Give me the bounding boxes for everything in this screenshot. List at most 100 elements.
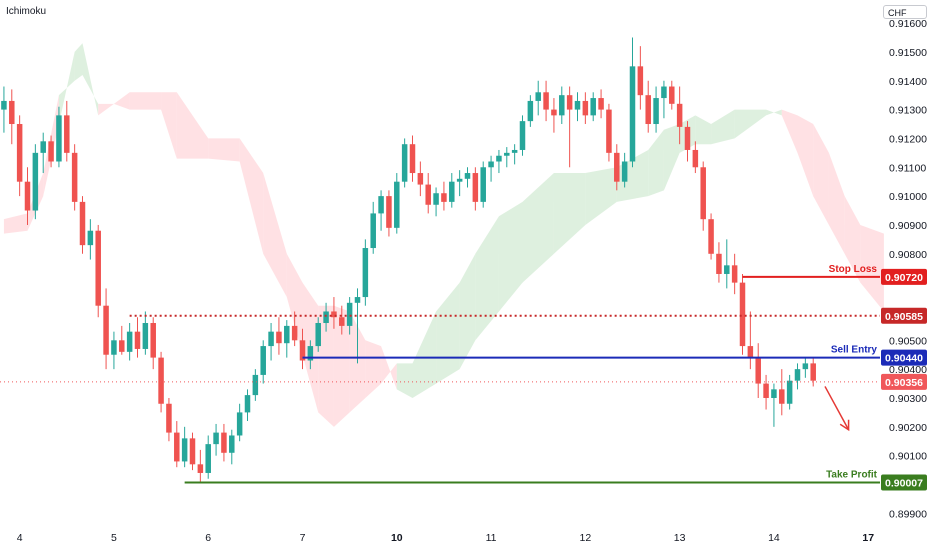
price-levels: Stop Loss 0.90720 0.90585 Sell Entry 0.90440… bbox=[0, 264, 927, 491]
candle-body bbox=[551, 109, 557, 116]
candle-body bbox=[197, 464, 204, 473]
y-tick-label: 0.91200 bbox=[889, 133, 927, 145]
indicator-legend[interactable]: Ichimoku bbox=[6, 6, 47, 17]
candle-body bbox=[205, 444, 211, 473]
candle-body bbox=[158, 357, 164, 404]
direction-arrow bbox=[824, 386, 850, 432]
candle-body bbox=[653, 98, 659, 125]
ichimoku-cloud bbox=[3, 43, 884, 427]
candle-body bbox=[229, 435, 235, 453]
candle-body bbox=[252, 374, 259, 396]
x-tick-label: 14 bbox=[768, 532, 780, 544]
cloud-segment bbox=[129, 92, 162, 110]
candle-body bbox=[16, 124, 23, 182]
y-tick-label: 0.90200 bbox=[889, 422, 927, 434]
level-badge-text-target: 0.90007 bbox=[885, 477, 923, 489]
candle-body bbox=[71, 152, 78, 202]
x-tick-label: 7 bbox=[300, 532, 306, 544]
candlesticks bbox=[1, 37, 816, 482]
candle-body bbox=[496, 155, 502, 162]
y-tick-label: 0.91300 bbox=[889, 105, 927, 117]
candle-body bbox=[87, 230, 94, 246]
candle-body bbox=[669, 86, 675, 104]
candle-body bbox=[1, 100, 7, 110]
level-badge-stop bbox=[881, 268, 927, 285]
candle-body bbox=[684, 126, 691, 150]
cloud-segment bbox=[734, 109, 767, 139]
candle-body bbox=[111, 340, 117, 355]
candle-body bbox=[574, 100, 581, 110]
cloud-segment bbox=[318, 305, 334, 427]
candle-body bbox=[268, 331, 274, 347]
candle-body bbox=[433, 193, 439, 205]
cloud-segment bbox=[3, 213, 28, 234]
current-price-text: 0.90356 bbox=[885, 377, 923, 389]
candle-body bbox=[236, 412, 243, 436]
candle-body bbox=[464, 173, 471, 179]
level-badge-text-entry: 0.90440 bbox=[885, 353, 923, 365]
candle-body bbox=[511, 149, 518, 153]
candle-body bbox=[763, 383, 769, 398]
candle-body bbox=[802, 363, 809, 370]
candle-body bbox=[676, 103, 683, 127]
candle-body bbox=[244, 395, 251, 413]
y-tick-label: 0.90900 bbox=[889, 220, 927, 232]
x-tick-label: 6 bbox=[205, 532, 211, 544]
candle-body bbox=[456, 178, 463, 182]
candle-body bbox=[181, 438, 188, 462]
candle-body bbox=[386, 196, 392, 228]
x-tick-label: 5 bbox=[111, 532, 117, 544]
cloud-segment bbox=[860, 224, 884, 312]
cloud-segment bbox=[381, 346, 397, 390]
cloud-segment bbox=[781, 109, 798, 153]
candle-body bbox=[519, 121, 526, 150]
cloud-segment bbox=[553, 173, 586, 254]
candle-body bbox=[307, 346, 314, 361]
cloud-segment bbox=[98, 103, 114, 116]
x-tick-label: 11 bbox=[486, 532, 497, 544]
level-badge-target bbox=[881, 474, 927, 491]
candle-body bbox=[142, 323, 149, 349]
candle-body bbox=[504, 152, 510, 156]
arrow-head bbox=[839, 419, 850, 432]
candle-body bbox=[739, 282, 746, 347]
current-price-badge bbox=[881, 373, 927, 390]
x-tick-label: 10 bbox=[391, 532, 403, 544]
cloud-segment bbox=[58, 51, 75, 125]
candle-body bbox=[708, 219, 714, 254]
cloud-segment bbox=[208, 138, 240, 162]
y-tick-label: 0.90800 bbox=[889, 249, 927, 261]
level-label-stop: Stop Loss bbox=[829, 264, 878, 275]
candle-body bbox=[582, 100, 589, 116]
candle-body bbox=[189, 438, 196, 465]
candle-body bbox=[755, 357, 761, 384]
level-badge-text-resistance: 0.90585 bbox=[885, 311, 923, 323]
candle-body bbox=[794, 369, 801, 381]
candle-body bbox=[786, 380, 793, 404]
y-tick-label: 0.90300 bbox=[889, 393, 927, 405]
candle-body bbox=[472, 173, 479, 202]
candle-body bbox=[166, 403, 172, 433]
cloud-segment bbox=[74, 43, 83, 81]
candle-body bbox=[417, 173, 424, 185]
level-label-target: Take Profit bbox=[826, 469, 878, 480]
candle-body bbox=[346, 302, 353, 326]
cloud-segment bbox=[797, 115, 814, 197]
candle-body bbox=[731, 265, 738, 283]
candle-body bbox=[119, 340, 125, 352]
candle-body bbox=[284, 325, 290, 344]
candle-body bbox=[79, 201, 86, 246]
y-tick-label: 0.91500 bbox=[889, 47, 927, 59]
candle-body bbox=[276, 331, 282, 344]
y-tick-label: 0.91100 bbox=[889, 162, 926, 174]
currency-button[interactable]: CHF bbox=[883, 5, 927, 19]
candle-body bbox=[590, 98, 596, 116]
y-tick-label: 0.89900 bbox=[889, 508, 927, 520]
candle-body bbox=[716, 253, 722, 274]
candle-body bbox=[95, 230, 101, 306]
cloud-segment bbox=[711, 109, 735, 145]
x-tick-label: 12 bbox=[580, 532, 592, 544]
candle-body bbox=[559, 95, 565, 116]
cloud-segment bbox=[365, 340, 382, 398]
